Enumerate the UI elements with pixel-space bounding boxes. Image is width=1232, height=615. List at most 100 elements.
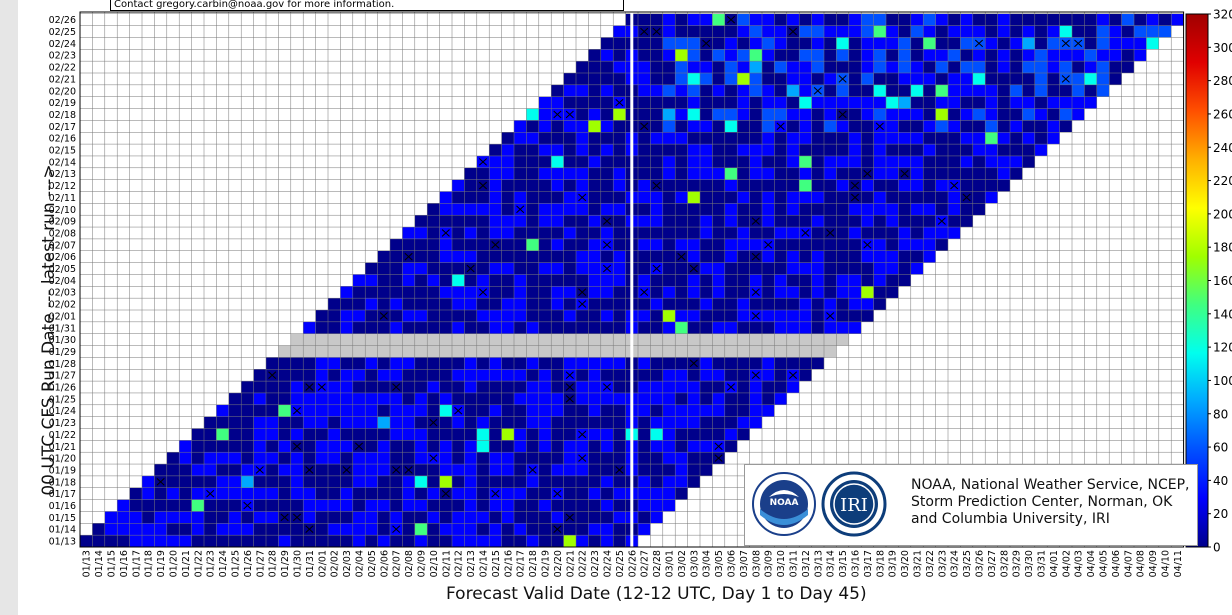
heatmap-cell	[365, 428, 378, 441]
heatmap-cell	[514, 464, 527, 476]
heatmap-cell	[687, 155, 700, 168]
heatmap-cell	[910, 262, 924, 275]
heatmap-cell	[799, 203, 812, 216]
heatmap-cell	[1096, 49, 1110, 62]
heatmap-cell	[340, 369, 353, 382]
heatmap-cell	[452, 487, 465, 500]
heatmap-cell	[960, 144, 973, 156]
heatmap-cell	[762, 345, 775, 358]
x-tick-label: 02/16	[503, 550, 514, 577]
heatmap-cell	[613, 392, 626, 405]
heatmap-cell	[439, 511, 452, 524]
heatmap-cell	[712, 392, 725, 405]
heatmap-cell	[700, 357, 713, 370]
heatmap-cell	[687, 191, 700, 204]
heatmap-cell	[712, 333, 725, 346]
heatmap-cell	[1022, 25, 1035, 38]
heatmap-cell	[328, 392, 341, 405]
heatmap-cell	[799, 144, 812, 156]
heatmap-cell	[811, 357, 824, 370]
heatmap-cell	[290, 487, 304, 500]
heatmap-cell	[340, 452, 353, 465]
heatmap-cell	[712, 13, 725, 26]
heatmap-cell	[452, 511, 465, 524]
heatmap-cell	[774, 321, 787, 334]
heatmap-cell	[613, 155, 626, 168]
heatmap-cell	[538, 120, 552, 133]
heatmap-cell	[526, 404, 539, 417]
heatmap-cell	[687, 179, 700, 192]
heatmap-cell	[1059, 108, 1072, 121]
heatmap-cell	[278, 392, 291, 405]
heatmap-cell	[786, 274, 800, 287]
heatmap-cell	[799, 369, 812, 382]
heatmap-cell	[687, 238, 700, 251]
colorbar-tick-label: 100	[1213, 374, 1232, 388]
x-tick-label: 03/26	[975, 550, 986, 577]
heatmap-cell	[328, 499, 341, 512]
heatmap-cell	[340, 428, 353, 441]
x-tick-label: 02/01	[317, 550, 328, 577]
heatmap-cell	[414, 464, 428, 476]
x-marker	[292, 406, 302, 415]
heatmap-cell	[861, 286, 874, 299]
heatmap-cell	[501, 155, 514, 168]
x-marker	[751, 312, 760, 320]
heatmap-cell	[588, 404, 601, 417]
heatmap-cell	[290, 499, 304, 512]
heatmap-cell	[873, 96, 886, 109]
heatmap-cell	[700, 310, 713, 322]
heatmap-cell	[464, 487, 477, 500]
heatmap-cell	[662, 203, 676, 216]
heatmap-cell	[799, 37, 812, 50]
heatmap-cell	[774, 310, 787, 322]
heatmap-cell	[377, 523, 390, 536]
heatmap-cell	[724, 37, 738, 50]
heatmap-cell	[489, 345, 502, 358]
heatmap-cell	[910, 144, 924, 156]
heatmap-cell	[724, 61, 738, 73]
heatmap-cell	[712, 369, 725, 382]
heatmap-cell	[650, 274, 663, 287]
heatmap-cell	[340, 345, 353, 358]
heatmap-cell	[762, 155, 775, 168]
heatmap-cell	[712, 37, 725, 50]
heatmap-cell	[390, 499, 403, 512]
heatmap-cell	[352, 274, 366, 287]
heatmap-cell	[253, 404, 266, 417]
heatmap-cell	[501, 416, 514, 429]
heatmap-cell	[786, 310, 800, 322]
heatmap-cell	[675, 203, 688, 216]
heatmap-cell	[737, 108, 750, 121]
heatmap-cell	[762, 381, 775, 393]
heatmap-cell	[514, 238, 527, 251]
heatmap-cell	[898, 179, 911, 192]
heatmap-cell	[600, 144, 614, 156]
heatmap-cell	[1047, 49, 1060, 62]
heatmap-cell	[1134, 13, 1147, 26]
heatmap-cell	[588, 108, 601, 121]
colorbar-tick-label: 200	[1213, 207, 1232, 221]
heatmap-cell	[1109, 25, 1122, 38]
heatmap-cell	[675, 428, 688, 441]
heatmap-cell	[303, 452, 316, 465]
heatmap-cell	[774, 262, 787, 275]
x-tick-label: 01/21	[181, 550, 192, 577]
heatmap-cell	[427, 404, 440, 417]
heatmap-cell	[836, 179, 849, 192]
heatmap-cell	[811, 215, 824, 228]
x-tick-label: 04/02	[1061, 550, 1072, 577]
heatmap-cell	[241, 475, 254, 488]
x-marker	[850, 193, 860, 202]
heatmap-cell	[824, 49, 837, 62]
heatmap-cell	[737, 191, 750, 204]
heatmap-cell	[427, 499, 440, 512]
heatmap-cell	[762, 132, 775, 145]
heatmap-cell	[799, 250, 812, 263]
y-tick-label: 02/15	[49, 146, 76, 157]
x-marker	[751, 217, 760, 225]
heatmap-cell	[526, 499, 539, 512]
x-marker	[1061, 75, 1070, 83]
heatmap-cell	[228, 475, 242, 488]
x-marker	[764, 241, 773, 249]
